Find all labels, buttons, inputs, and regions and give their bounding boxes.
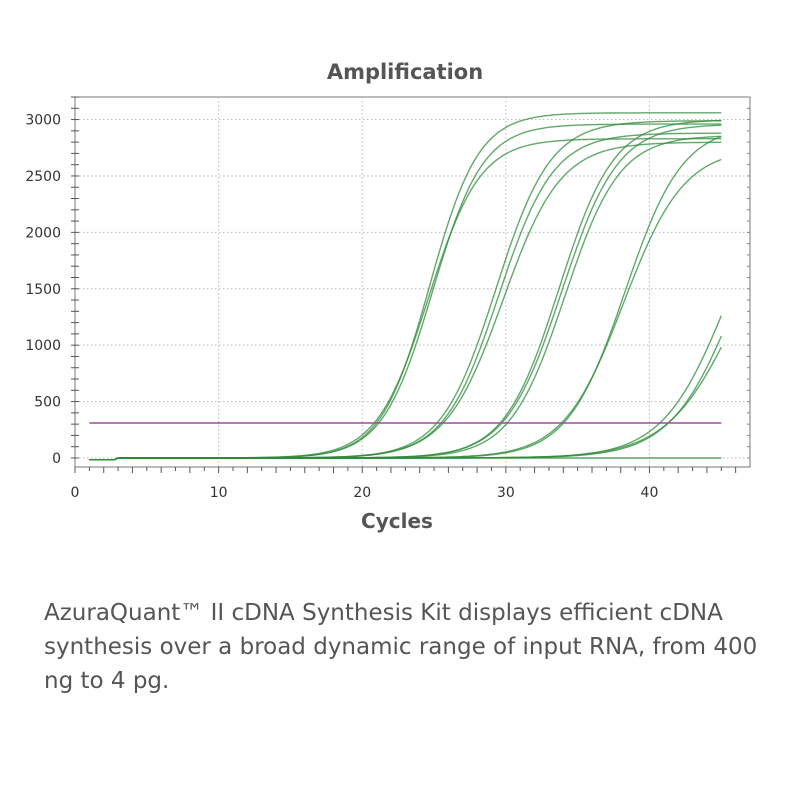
plot-area xyxy=(74,96,751,468)
chart-title: Amplification xyxy=(327,60,483,84)
x-tick-label: 20 xyxy=(353,485,371,501)
x-tick-label: 40 xyxy=(641,485,659,501)
y-tick-label: 2500 xyxy=(25,169,61,185)
y-tick-label: 500 xyxy=(34,395,61,411)
x-tick-label: 0 xyxy=(71,485,80,501)
amplification-chart: Amplification 0 10 20 30 40 0 500 1000 1500 2000 2… xyxy=(25,60,751,533)
x-axis-label: Cycles xyxy=(361,509,433,533)
y-tick-label: 0 xyxy=(52,451,61,467)
y-tick-label: 1000 xyxy=(25,338,61,354)
caption: AzuraQuant™ II cDNA Synthesis Kit displa… xyxy=(44,600,758,694)
amplification-curve-15 xyxy=(89,457,722,461)
y-tick-label: 1500 xyxy=(25,282,61,298)
y-tick-label: 2000 xyxy=(25,225,61,241)
x-tick-label: 30 xyxy=(497,485,515,501)
x-tick-label: 10 xyxy=(210,485,228,501)
y-tick-label: 3000 xyxy=(25,113,61,129)
